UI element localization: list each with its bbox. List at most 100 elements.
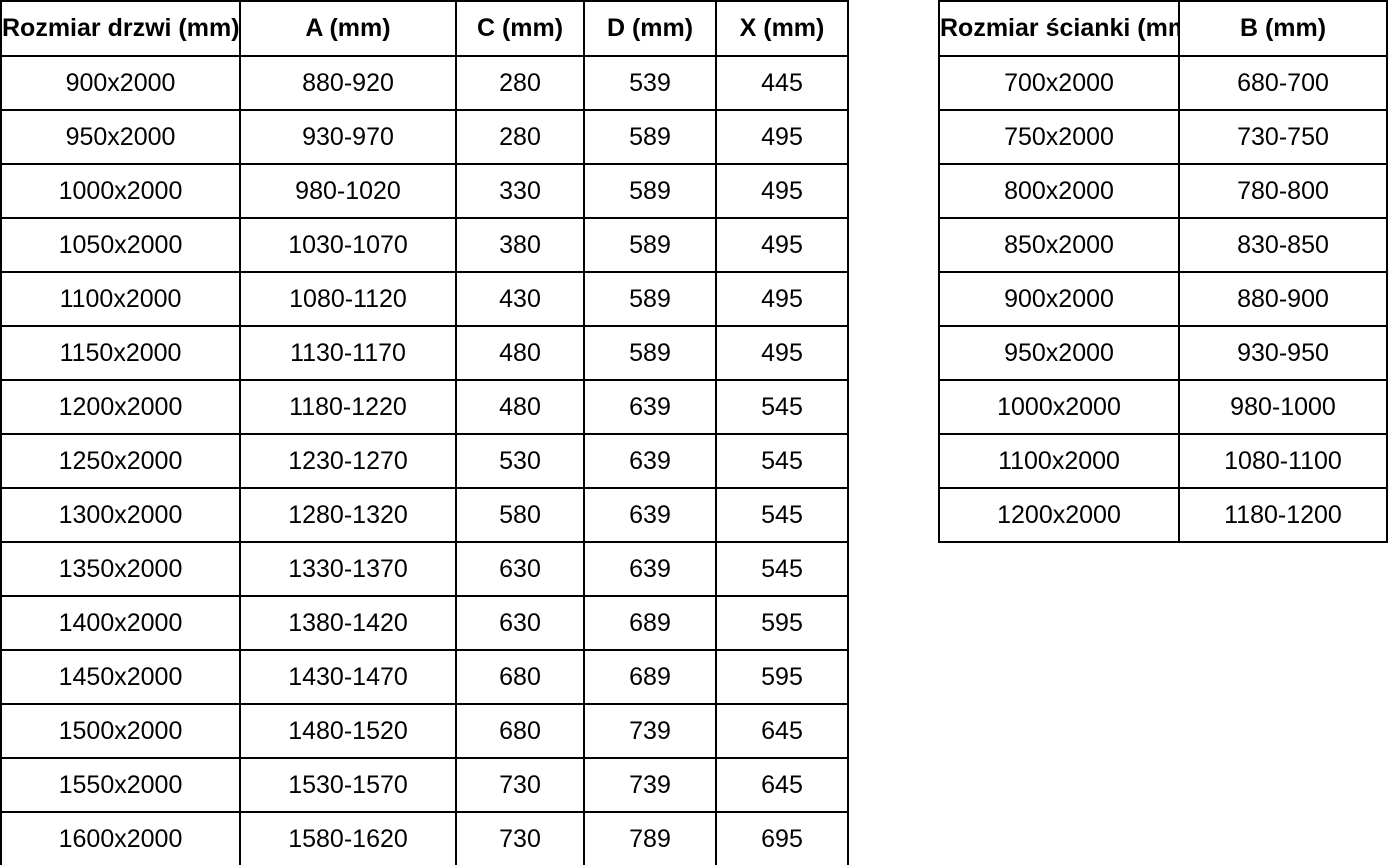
table-cell: 680 xyxy=(455,649,585,705)
table-cell: 700x2000 xyxy=(938,55,1180,111)
table-cell: 1000x2000 xyxy=(0,163,241,219)
table-cell: 930-970 xyxy=(239,109,457,165)
table-header-cell: D (mm) xyxy=(583,0,717,57)
table-cell: 900x2000 xyxy=(0,55,241,111)
table-cell: 480 xyxy=(455,379,585,435)
table-cell: 1600x2000 xyxy=(0,811,241,865)
table-cell: 1130-1170 xyxy=(239,325,457,381)
table-cell: 1080-1100 xyxy=(1178,433,1388,489)
doors-table-header-row: Rozmiar drzwi (mm) A (mm) C (mm) D (mm) X (m… xyxy=(0,0,849,57)
walls-size-table: Rozmiar ścianki (mm) B (mm) 700x2000 680-7… xyxy=(938,0,1388,543)
table-cell: 495 xyxy=(715,271,849,327)
table-cell: 1380-1420 xyxy=(239,595,457,651)
table-row: 700x2000 680-700 xyxy=(938,55,1388,111)
table-cell: 880-920 xyxy=(239,55,457,111)
table-cell: 980-1020 xyxy=(239,163,457,219)
table-cell: 1400x2000 xyxy=(0,595,241,651)
table-cell: 495 xyxy=(715,109,849,165)
table-header-cell: Rozmiar drzwi (mm) xyxy=(0,0,241,57)
table-cell: 1500x2000 xyxy=(0,703,241,759)
table-cell: 1030-1070 xyxy=(239,217,457,273)
table-cell: 695 xyxy=(715,811,849,865)
table-cell: 480 xyxy=(455,325,585,381)
table-cell: 589 xyxy=(583,325,717,381)
table-row: 1500x2000 1480-1520 680 739 645 xyxy=(0,703,849,759)
table-cell: 1280-1320 xyxy=(239,487,457,543)
table-cell: 1180-1220 xyxy=(239,379,457,435)
table-cell: 645 xyxy=(715,703,849,759)
table-cell: 595 xyxy=(715,649,849,705)
table-cell: 1050x2000 xyxy=(0,217,241,273)
table-cell: 800x2000 xyxy=(938,163,1180,219)
table-row: 1100x2000 1080-1120 430 589 495 xyxy=(0,271,849,327)
table-row: 950x2000 930-970 280 589 495 xyxy=(0,109,849,165)
table-cell: 689 xyxy=(583,649,717,705)
table-row: 1250x2000 1230-1270 530 639 545 xyxy=(0,433,849,489)
table-cell: 1080-1120 xyxy=(239,271,457,327)
table-cell: 1200x2000 xyxy=(0,379,241,435)
table-cell: 445 xyxy=(715,55,849,111)
table-cell: 495 xyxy=(715,163,849,219)
table-cell: 1350x2000 xyxy=(0,541,241,597)
table-cell: 589 xyxy=(583,271,717,327)
table-row: 850x2000 830-850 xyxy=(938,217,1388,273)
table-cell: 1580-1620 xyxy=(239,811,457,865)
table-row: 1100x2000 1080-1100 xyxy=(938,433,1388,489)
table-cell: 430 xyxy=(455,271,585,327)
table-cell: 380 xyxy=(455,217,585,273)
table-cell: 589 xyxy=(583,217,717,273)
table-cell: 545 xyxy=(715,433,849,489)
table-cell: 1150x2000 xyxy=(0,325,241,381)
table-row: 1000x2000 980-1000 xyxy=(938,379,1388,435)
table-header-cell: X (mm) xyxy=(715,0,849,57)
table-cell: 1100x2000 xyxy=(938,433,1180,489)
table-cell: 1100x2000 xyxy=(0,271,241,327)
table-cell: 639 xyxy=(583,379,717,435)
table-row: 1300x2000 1280-1320 580 639 545 xyxy=(0,487,849,543)
table-cell: 689 xyxy=(583,595,717,651)
table-cell: 680-700 xyxy=(1178,55,1388,111)
table-cell: 730 xyxy=(455,757,585,813)
table-cell: 1330-1370 xyxy=(239,541,457,597)
table-header-cell: Rozmiar ścianki (mm) xyxy=(938,0,1180,57)
table-row: 1550x2000 1530-1570 730 739 645 xyxy=(0,757,849,813)
table-cell: 589 xyxy=(583,109,717,165)
table-cell: 639 xyxy=(583,541,717,597)
table-cell: 545 xyxy=(715,379,849,435)
table-cell: 739 xyxy=(583,703,717,759)
table-cell: 630 xyxy=(455,595,585,651)
table-row: 750x2000 730-750 xyxy=(938,109,1388,165)
table-cell: 1430-1470 xyxy=(239,649,457,705)
doors-table-body: 900x2000 880-920 280 539 445 950x2000 930-970 2… xyxy=(0,55,849,865)
table-row: 950x2000 930-950 xyxy=(938,325,1388,381)
walls-table-body: 700x2000 680-700 750x2000 730-750 800x2000 78… xyxy=(938,55,1388,543)
table-cell: 280 xyxy=(455,109,585,165)
table-row: 1450x2000 1430-1470 680 689 595 xyxy=(0,649,849,705)
table-row: 800x2000 780-800 xyxy=(938,163,1388,219)
table-row: 900x2000 880-920 280 539 445 xyxy=(0,55,849,111)
table-cell: 950x2000 xyxy=(938,325,1180,381)
table-cell: 1300x2000 xyxy=(0,487,241,543)
table-cell: 1530-1570 xyxy=(239,757,457,813)
table-cell: 1480-1520 xyxy=(239,703,457,759)
table-cell: 545 xyxy=(715,541,849,597)
table-cell: 789 xyxy=(583,811,717,865)
table-row: 1000x2000 980-1020 330 589 495 xyxy=(0,163,849,219)
table-cell: 639 xyxy=(583,433,717,489)
table-row: 1200x2000 1180-1220 480 639 545 xyxy=(0,379,849,435)
doors-size-table: Rozmiar drzwi (mm) A (mm) C (mm) D (mm) X (m… xyxy=(0,0,849,865)
table-header-cell: C (mm) xyxy=(455,0,585,57)
table-cell: 1550x2000 xyxy=(0,757,241,813)
table-cell: 645 xyxy=(715,757,849,813)
table-cell: 589 xyxy=(583,163,717,219)
table-cell: 980-1000 xyxy=(1178,379,1388,435)
table-cell: 639 xyxy=(583,487,717,543)
table-row: 1050x2000 1030-1070 380 589 495 xyxy=(0,217,849,273)
table-cell: 830-850 xyxy=(1178,217,1388,273)
table-header-cell: B (mm) xyxy=(1178,0,1388,57)
table-cell: 1000x2000 xyxy=(938,379,1180,435)
table-cell: 495 xyxy=(715,325,849,381)
table-cell: 950x2000 xyxy=(0,109,241,165)
table-cell: 1230-1270 xyxy=(239,433,457,489)
